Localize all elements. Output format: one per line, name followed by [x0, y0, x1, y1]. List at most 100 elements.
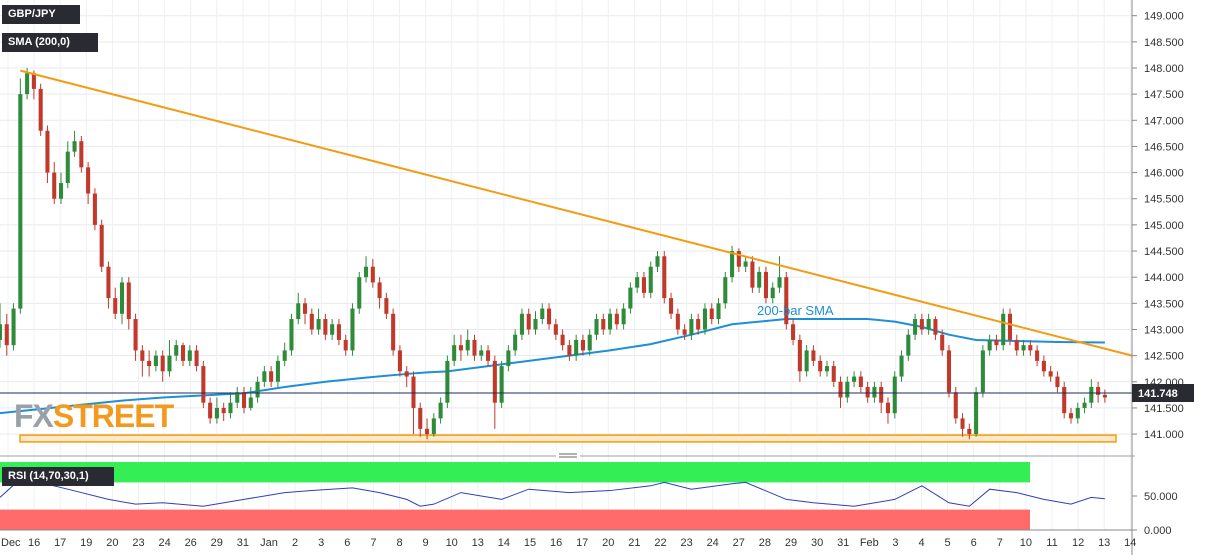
- date-label: 31: [237, 537, 249, 549]
- candle-down: [994, 334, 999, 351]
- candle-body: [255, 381, 260, 398]
- rsi-line: [0, 478, 1105, 507]
- candle-up: [506, 345, 511, 372]
- panel-resize-handle[interactable]: [556, 452, 580, 460]
- candle-body: [65, 151, 70, 184]
- candle-body: [513, 334, 518, 351]
- candle-down: [99, 219, 104, 272]
- candle-up: [608, 308, 613, 335]
- candle-body: [777, 277, 782, 288]
- candle-up: [119, 277, 125, 325]
- candle-body: [174, 345, 179, 356]
- candle-down: [1007, 308, 1013, 346]
- candle-body: [967, 428, 972, 435]
- candle-down: [560, 329, 565, 351]
- trendline: [20, 69, 1133, 357]
- candle-up: [58, 172, 64, 204]
- candle-body: [594, 319, 599, 335]
- candle-body: [38, 88, 43, 131]
- candle-down: [791, 319, 796, 346]
- candle-body: [167, 355, 172, 372]
- candle-body: [1096, 387, 1101, 395]
- candle-down: [601, 313, 606, 335]
- candle-body: [187, 350, 192, 361]
- candle-up: [770, 282, 775, 304]
- candle-body: [940, 334, 945, 351]
- candle-body: [723, 277, 728, 304]
- candle-down: [967, 423, 972, 440]
- candle-body: [465, 339, 470, 351]
- price-tick-label: 146.000: [1144, 168, 1184, 180]
- candle-up: [255, 376, 260, 403]
- candle-down: [343, 334, 348, 356]
- date-label: 16: [28, 537, 40, 549]
- candle-body: [682, 329, 687, 335]
- candles: [0, 67, 1107, 440]
- candle-body: [221, 407, 226, 414]
- date-label: 3: [318, 537, 324, 549]
- candle-body: [113, 298, 118, 314]
- candle-body: [0, 324, 3, 340]
- date-label: 9: [423, 537, 429, 549]
- candle-body: [865, 387, 870, 398]
- candle-body: [486, 350, 491, 361]
- candle-up: [702, 303, 707, 335]
- candle-body: [608, 313, 613, 330]
- candle-up: [540, 303, 545, 325]
- candle-down: [113, 287, 118, 320]
- candle-body: [852, 376, 857, 382]
- candle-body: [18, 94, 23, 309]
- candle-body: [614, 313, 619, 325]
- date-label: Feb: [860, 537, 879, 549]
- candle-body: [106, 266, 111, 299]
- candle-body: [919, 319, 924, 330]
- candle-down: [221, 402, 226, 422]
- candle-down: [208, 397, 213, 424]
- candle-body: [899, 355, 904, 377]
- candle-body: [275, 360, 280, 382]
- candle-up: [913, 313, 918, 340]
- candle-up: [648, 261, 653, 299]
- candle-down: [79, 135, 84, 173]
- candle-body: [601, 319, 606, 330]
- candle-body: [838, 381, 843, 398]
- candle-down: [140, 345, 145, 377]
- candle-body: [99, 224, 104, 267]
- candle-up: [228, 392, 233, 419]
- candle-body: [811, 350, 816, 361]
- candle-down: [1062, 381, 1067, 419]
- date-label: 21: [628, 537, 640, 549]
- date-label: 23: [132, 537, 144, 549]
- candle-down: [1014, 334, 1019, 356]
- candle-body: [587, 334, 592, 351]
- candle-body: [872, 387, 877, 398]
- candle-body: [1035, 350, 1040, 361]
- candle-body: [194, 350, 199, 367]
- candle-body: [567, 345, 572, 356]
- candle-up: [438, 397, 443, 424]
- candle-body: [241, 392, 247, 408]
- price-tick-label: 141.500: [1144, 403, 1184, 415]
- candle-body: [1048, 371, 1053, 377]
- candle-body: [472, 339, 477, 356]
- candle-up: [628, 282, 633, 314]
- candle-down: [52, 162, 57, 204]
- date-label: 29: [211, 537, 223, 549]
- candle-body: [933, 319, 938, 335]
- candle-up: [357, 271, 362, 314]
- candle-body: [1075, 407, 1080, 419]
- candle-up: [804, 345, 809, 377]
- candle-down: [370, 258, 375, 288]
- candle-up: [926, 313, 931, 335]
- candle-body: [709, 308, 714, 320]
- candle-up: [533, 311, 538, 335]
- candle-down: [411, 371, 416, 435]
- date-label: 20: [106, 537, 118, 549]
- candle-body: [1028, 345, 1033, 351]
- candle-up: [65, 141, 70, 189]
- candle-body: [946, 350, 952, 393]
- candle-down: [4, 313, 9, 356]
- candle-up: [655, 251, 660, 272]
- candle-down: [302, 298, 308, 325]
- candle-body: [506, 350, 511, 367]
